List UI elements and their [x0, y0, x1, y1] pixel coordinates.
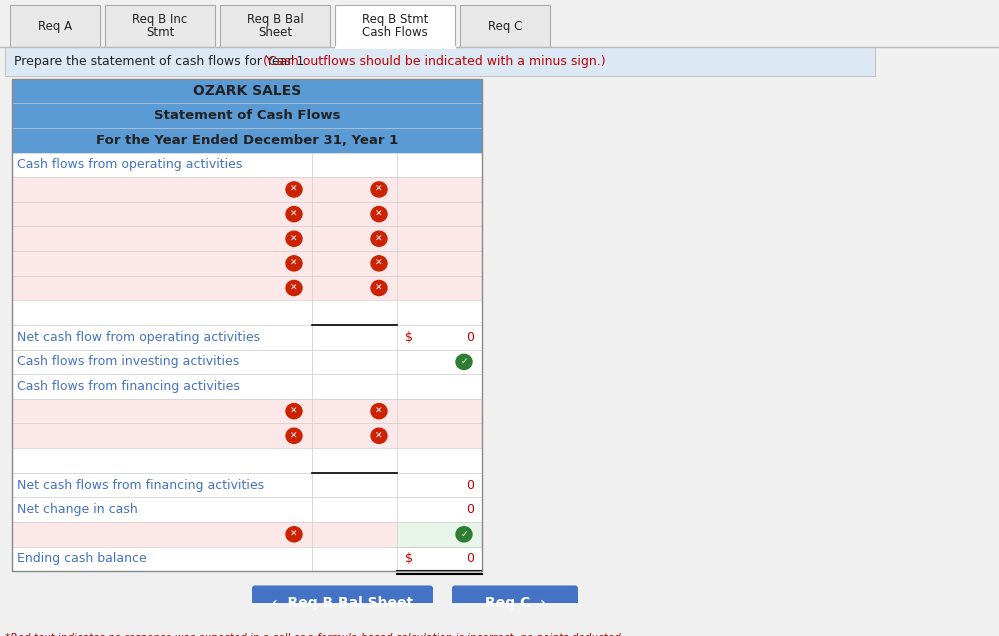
Circle shape [286, 207, 302, 222]
FancyBboxPatch shape [252, 586, 433, 621]
Circle shape [371, 428, 387, 443]
Text: (Cash outflows should be indicated with a minus sign.): (Cash outflows should be indicated with … [263, 55, 605, 68]
FancyBboxPatch shape [12, 448, 482, 473]
Text: Sheet: Sheet [258, 26, 292, 39]
Circle shape [286, 256, 302, 271]
Circle shape [371, 231, 387, 246]
FancyBboxPatch shape [12, 300, 482, 325]
Text: Req B Stmt: Req B Stmt [362, 13, 429, 26]
Circle shape [371, 256, 387, 271]
Text: 0: 0 [466, 478, 474, 492]
FancyBboxPatch shape [12, 473, 482, 497]
Circle shape [286, 280, 302, 296]
FancyBboxPatch shape [12, 251, 482, 275]
Text: Statement of Cash Flows: Statement of Cash Flows [154, 109, 341, 122]
Text: ✕: ✕ [291, 406, 298, 416]
Circle shape [286, 527, 302, 542]
FancyBboxPatch shape [12, 399, 482, 424]
Text: ✕: ✕ [291, 259, 298, 268]
Text: ✕: ✕ [291, 284, 298, 293]
Text: ✕: ✕ [291, 185, 298, 194]
Text: ✕: ✕ [291, 431, 298, 440]
Text: Cash flows from investing activities: Cash flows from investing activities [17, 356, 239, 368]
Text: ✕: ✕ [376, 185, 383, 194]
FancyBboxPatch shape [255, 588, 430, 619]
FancyBboxPatch shape [12, 325, 482, 350]
FancyBboxPatch shape [12, 424, 482, 448]
FancyBboxPatch shape [12, 103, 482, 128]
Text: Net cash flow from operating activities: Net cash flow from operating activities [17, 331, 260, 343]
Circle shape [456, 354, 472, 370]
Text: For the Year Ended December 31, Year 1: For the Year Ended December 31, Year 1 [96, 134, 399, 147]
FancyBboxPatch shape [0, 4, 999, 52]
Text: ‹  Req B Bal Sheet: ‹ Req B Bal Sheet [272, 597, 413, 611]
FancyBboxPatch shape [10, 4, 100, 47]
Text: ✕: ✕ [376, 406, 383, 416]
FancyBboxPatch shape [12, 350, 482, 374]
Text: ✕: ✕ [376, 431, 383, 440]
Text: Req B Inc: Req B Inc [133, 13, 188, 26]
FancyBboxPatch shape [12, 128, 482, 153]
FancyBboxPatch shape [12, 79, 482, 103]
Text: Net cash flows from financing activities: Net cash flows from financing activities [17, 478, 264, 492]
Text: *Red text indicates no response was expected in a cell or a formula-based calcul: *Red text indicates no response was expe… [5, 633, 624, 636]
Text: Cash flows from financing activities: Cash flows from financing activities [17, 380, 240, 393]
FancyBboxPatch shape [12, 202, 482, 226]
FancyBboxPatch shape [5, 47, 875, 76]
Text: ✕: ✕ [291, 530, 298, 539]
Text: ✓: ✓ [461, 530, 468, 539]
FancyBboxPatch shape [220, 4, 330, 47]
Circle shape [456, 527, 472, 542]
Text: 0: 0 [466, 503, 474, 516]
Text: Prepare the statement of cash flows for Year 1.: Prepare the statement of cash flows for … [14, 55, 313, 68]
Circle shape [286, 231, 302, 246]
Text: Cash flows from operating activities: Cash flows from operating activities [17, 158, 243, 171]
FancyBboxPatch shape [460, 4, 550, 47]
FancyBboxPatch shape [12, 522, 482, 546]
Text: Ending cash balance: Ending cash balance [17, 553, 147, 565]
Text: Req C  ›: Req C › [485, 597, 545, 611]
FancyBboxPatch shape [12, 177, 482, 202]
Circle shape [371, 207, 387, 222]
Text: Net change in cash: Net change in cash [17, 503, 138, 516]
Text: Req A: Req A [38, 20, 72, 32]
Text: Req B Bal: Req B Bal [247, 13, 304, 26]
Circle shape [286, 182, 302, 197]
FancyBboxPatch shape [12, 275, 482, 300]
Circle shape [286, 428, 302, 443]
FancyBboxPatch shape [12, 374, 482, 399]
Text: ✓: ✓ [461, 357, 468, 366]
Circle shape [371, 404, 387, 418]
Text: Req C: Req C [488, 20, 522, 32]
FancyBboxPatch shape [12, 226, 482, 251]
Text: ✕: ✕ [291, 210, 298, 219]
Text: ✕: ✕ [291, 234, 298, 243]
FancyBboxPatch shape [12, 153, 482, 177]
Circle shape [371, 182, 387, 197]
Text: Cash Flows: Cash Flows [362, 26, 428, 39]
Text: ✕: ✕ [376, 284, 383, 293]
Circle shape [371, 280, 387, 296]
FancyBboxPatch shape [12, 546, 482, 571]
FancyBboxPatch shape [335, 4, 455, 47]
FancyBboxPatch shape [452, 586, 578, 621]
Text: 0: 0 [466, 331, 474, 343]
Text: Stmt: Stmt [146, 26, 174, 39]
Text: 0: 0 [466, 553, 474, 565]
FancyBboxPatch shape [12, 497, 482, 522]
Text: ✕: ✕ [376, 259, 383, 268]
FancyBboxPatch shape [105, 4, 215, 47]
Circle shape [286, 404, 302, 418]
Text: $: $ [405, 331, 413, 343]
Text: ✕: ✕ [376, 210, 383, 219]
Text: ✕: ✕ [376, 234, 383, 243]
Text: OZARK SALES: OZARK SALES [193, 84, 301, 98]
FancyBboxPatch shape [397, 522, 482, 546]
Text: $: $ [405, 553, 413, 565]
